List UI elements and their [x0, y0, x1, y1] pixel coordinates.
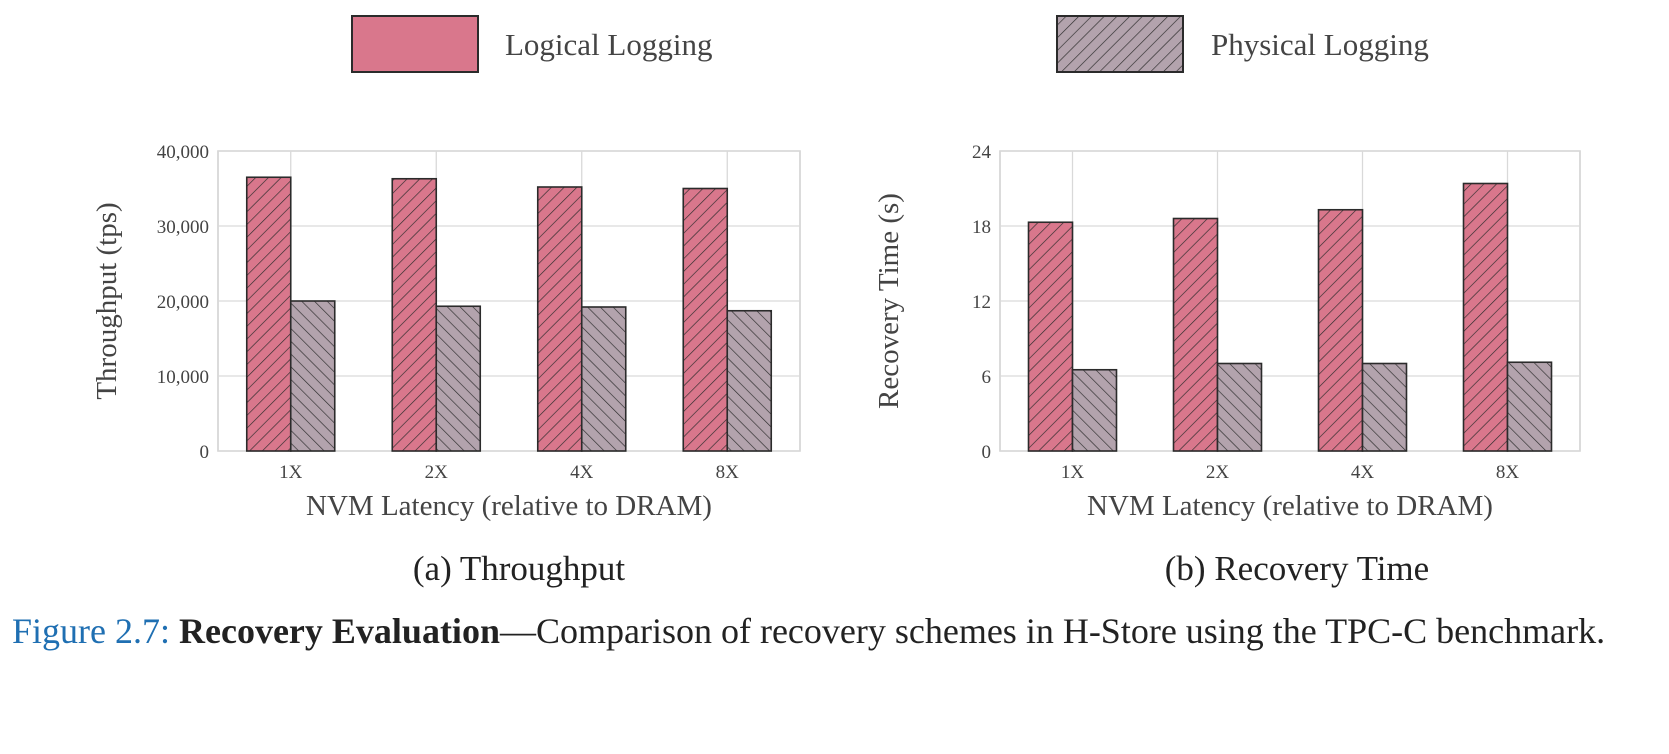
caption-text: —Comparison of recovery schemes in H-Sto… [499, 611, 1606, 651]
throughput-ytick-label: 20,000 [157, 292, 209, 313]
recovery-xtick-label: 2X [1206, 462, 1230, 483]
throughput-ytick-label: 30,000 [157, 217, 209, 238]
recovery-xtick-label: 8X [1496, 462, 1520, 483]
throughput-y-axis-label: Throughput (tps) [91, 202, 123, 399]
recovery-ytick-label: 12 [972, 292, 991, 313]
throughput-bar-hatch [391, 177, 438, 452]
throughput-ytick-label: 0 [200, 442, 210, 463]
throughput-subcaption: (a) Throughput [413, 549, 625, 588]
legend-swatch-logical [351, 15, 479, 73]
recovery-x-axis-label: NVM Latency (relative to DRAM) [1087, 490, 1493, 522]
legend-item-physical: Physical Logging [1056, 15, 1429, 73]
throughput-xtick-label: 2X [425, 462, 449, 483]
throughput-bar-hatch [435, 305, 482, 452]
throughput-ytick-label: 10,000 [157, 367, 209, 388]
recovery-ytick-label: 24 [972, 142, 992, 163]
throughput-bar-hatch [245, 176, 292, 452]
recovery-bar-hatch [1462, 182, 1509, 452]
throughput-xtick-label: 4X [570, 462, 594, 483]
legend-label-logical: Logical Logging [505, 27, 712, 62]
throughput-bar-hatch [682, 187, 729, 452]
recovery-bar-hatch [1216, 362, 1263, 452]
caption-number: Figure 2.7: [12, 611, 170, 651]
recovery-bar-hatch [1071, 368, 1118, 452]
recovery-bar-hatch [1172, 217, 1219, 452]
recovery-ytick-label: 0 [982, 442, 992, 463]
figure: Logical Logging Physical Logging 0 10,000… [91, 15, 1581, 588]
recovery-bar-hatch [1027, 221, 1074, 452]
throughput-ytick-label: 40,000 [157, 142, 209, 163]
figure-caption: Figure 2.7: Recovery Evaluation—Comparis… [12, 606, 1660, 656]
throughput-bar-hatch [580, 306, 627, 452]
legend-label-physical: Physical Logging [1211, 27, 1429, 62]
recovery-bar-hatch [1317, 208, 1364, 452]
throughput-bar-hatch [536, 186, 583, 452]
recovery-subcaption: (b) Recovery Time [1165, 549, 1429, 588]
recovery-ytick-label: 18 [972, 217, 991, 238]
caption-title: Recovery Evaluation [179, 611, 500, 651]
legend-item-logical: Logical Logging [351, 15, 712, 73]
throughput-bar-hatch [726, 309, 773, 452]
throughput-x-axis-label: NVM Latency (relative to DRAM) [306, 490, 712, 522]
recovery-xtick-label: 4X [1351, 462, 1375, 483]
throughput-bar-hatch [289, 300, 336, 452]
legend-swatch-physical-hatch [1056, 15, 1184, 73]
recovery-ytick-label: 6 [982, 367, 992, 388]
throughput-xtick-label: 1X [279, 462, 303, 483]
recovery-y-axis-label: Recovery Time (s) [873, 193, 905, 409]
legend: Logical Logging Physical Logging [351, 15, 1429, 73]
recovery-bar-hatch [1361, 362, 1408, 452]
throughput-xtick-label: 8X [716, 462, 740, 483]
recovery-xtick-label: 1X [1061, 462, 1085, 483]
recovery-bar-hatch [1506, 361, 1553, 452]
